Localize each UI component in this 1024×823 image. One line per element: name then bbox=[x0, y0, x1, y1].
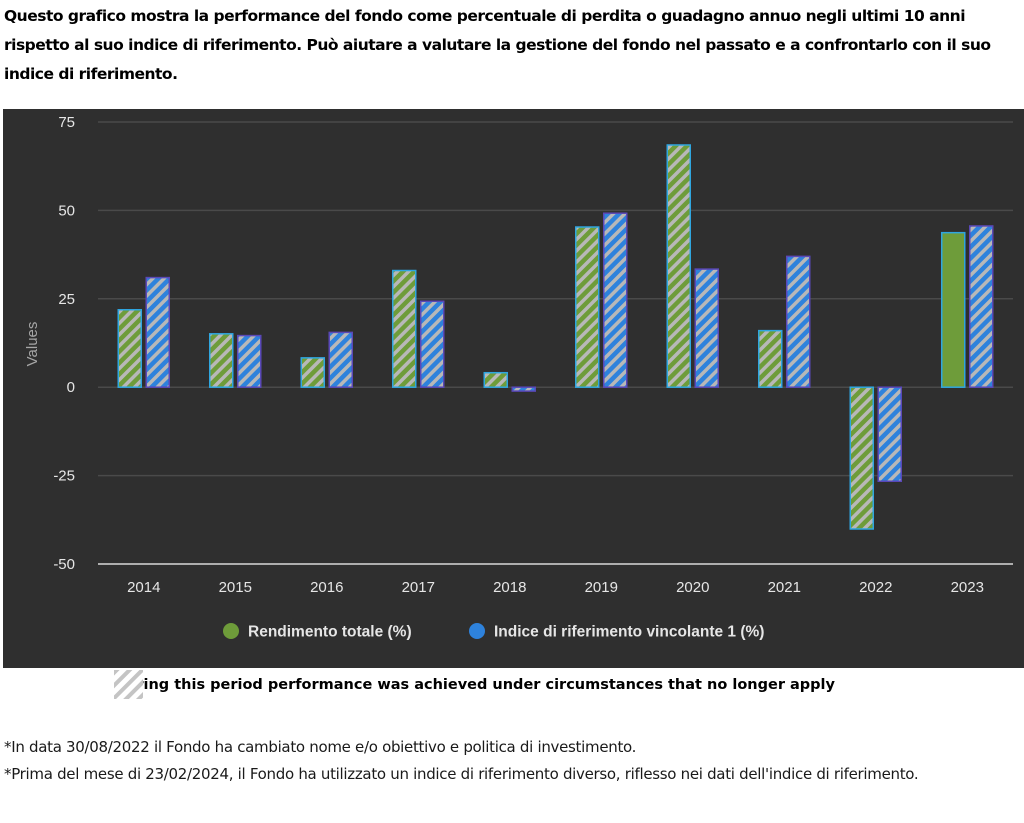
bar-rendimento-2015 bbox=[209, 333, 234, 388]
chart-description: Questo grafico mostra la performance del… bbox=[4, 7, 991, 83]
bar-indice-2023 bbox=[969, 225, 994, 388]
y-tick-label: 25 bbox=[58, 291, 75, 308]
bar-indice-2017 bbox=[420, 300, 445, 388]
bar-rendimento-2016 bbox=[300, 357, 325, 388]
footnote-1: *In data 30/08/2022 il Fondo ha cambiato… bbox=[4, 738, 637, 756]
hatch-pattern-icon bbox=[114, 670, 143, 699]
y-axis-title: Values bbox=[24, 322, 41, 367]
x-tick-label: 2022 bbox=[859, 579, 892, 596]
y-axis-ticks: 75 50 25 0 -25 -50 bbox=[53, 114, 75, 573]
gridlines bbox=[98, 121, 1013, 477]
hatch-note-text: During this period performance was achie… bbox=[114, 677, 835, 693]
x-tick-label: 2021 bbox=[768, 579, 801, 596]
bar-indice-2020 bbox=[694, 268, 719, 388]
bar-rendimento-2017 bbox=[392, 269, 417, 388]
y-tick-label: -25 bbox=[53, 468, 75, 485]
x-tick-label: 2020 bbox=[676, 579, 709, 596]
legend-dot-green-icon bbox=[223, 623, 239, 639]
bar-indice-2019 bbox=[603, 212, 628, 388]
x-tick-label: 2019 bbox=[585, 579, 618, 596]
bar-rendimento-2023 bbox=[941, 231, 966, 388]
bar-indice-2018 bbox=[511, 386, 536, 392]
x-tick-label: 2023 bbox=[951, 579, 984, 596]
bar-rendimento-2019 bbox=[575, 226, 600, 388]
bar-indice-2022 bbox=[877, 386, 902, 483]
bar-indice-2015 bbox=[237, 334, 262, 388]
legend-label-rendimento: Rendimento totale (%) bbox=[248, 624, 412, 641]
x-tick-label: 2014 bbox=[127, 579, 160, 596]
bar-rendimento-2018 bbox=[483, 371, 508, 388]
bar-rendimento-2020 bbox=[666, 144, 691, 388]
x-tick-label: 2017 bbox=[402, 579, 435, 596]
bar-rendimento-2021 bbox=[758, 329, 783, 388]
legend-item-rendimento[interactable]: Rendimento totale (%) bbox=[223, 623, 412, 641]
bar-indice-2016 bbox=[328, 331, 353, 388]
legend: Rendimento totale (%) Indice di riferime… bbox=[223, 623, 764, 641]
y-tick-label: -50 bbox=[53, 556, 75, 573]
bar-rendimento-2014 bbox=[117, 309, 142, 388]
x-tick-label: 2016 bbox=[310, 579, 343, 596]
x-tick-label: 2015 bbox=[219, 579, 252, 596]
hatch-legend-note: During this period performance was achie… bbox=[114, 670, 835, 700]
x-tick-label: 2018 bbox=[493, 579, 526, 596]
legend-label-indice: Indice di riferimento vincolante 1 (%) bbox=[494, 624, 764, 641]
legend-dot-blue-icon bbox=[469, 623, 485, 639]
x-axis-ticks: 2014 2015 2016 2017 2018 2019 2020 2021 2022 2023 bbox=[127, 579, 984, 596]
bars bbox=[117, 144, 994, 530]
footnotes: *In data 30/08/2022 il Fondo ha cambiato… bbox=[4, 734, 1004, 787]
bar-indice-2014 bbox=[145, 276, 170, 388]
y-tick-label: 0 bbox=[67, 379, 75, 396]
y-tick-label: 75 bbox=[58, 114, 75, 131]
legend-item-indice[interactable]: Indice di riferimento vincolante 1 (%) bbox=[469, 623, 764, 641]
performance-chart: 75 50 25 0 -25 -50 Values 2014 2015 2016 2017 201… bbox=[3, 109, 1024, 668]
y-tick-label: 50 bbox=[58, 202, 75, 219]
bar-indice-2021 bbox=[786, 255, 811, 388]
footnote-2: *Prima del mese di 23/02/2024, il Fondo … bbox=[4, 764, 919, 783]
bar-rendimento-2022 bbox=[849, 386, 874, 530]
